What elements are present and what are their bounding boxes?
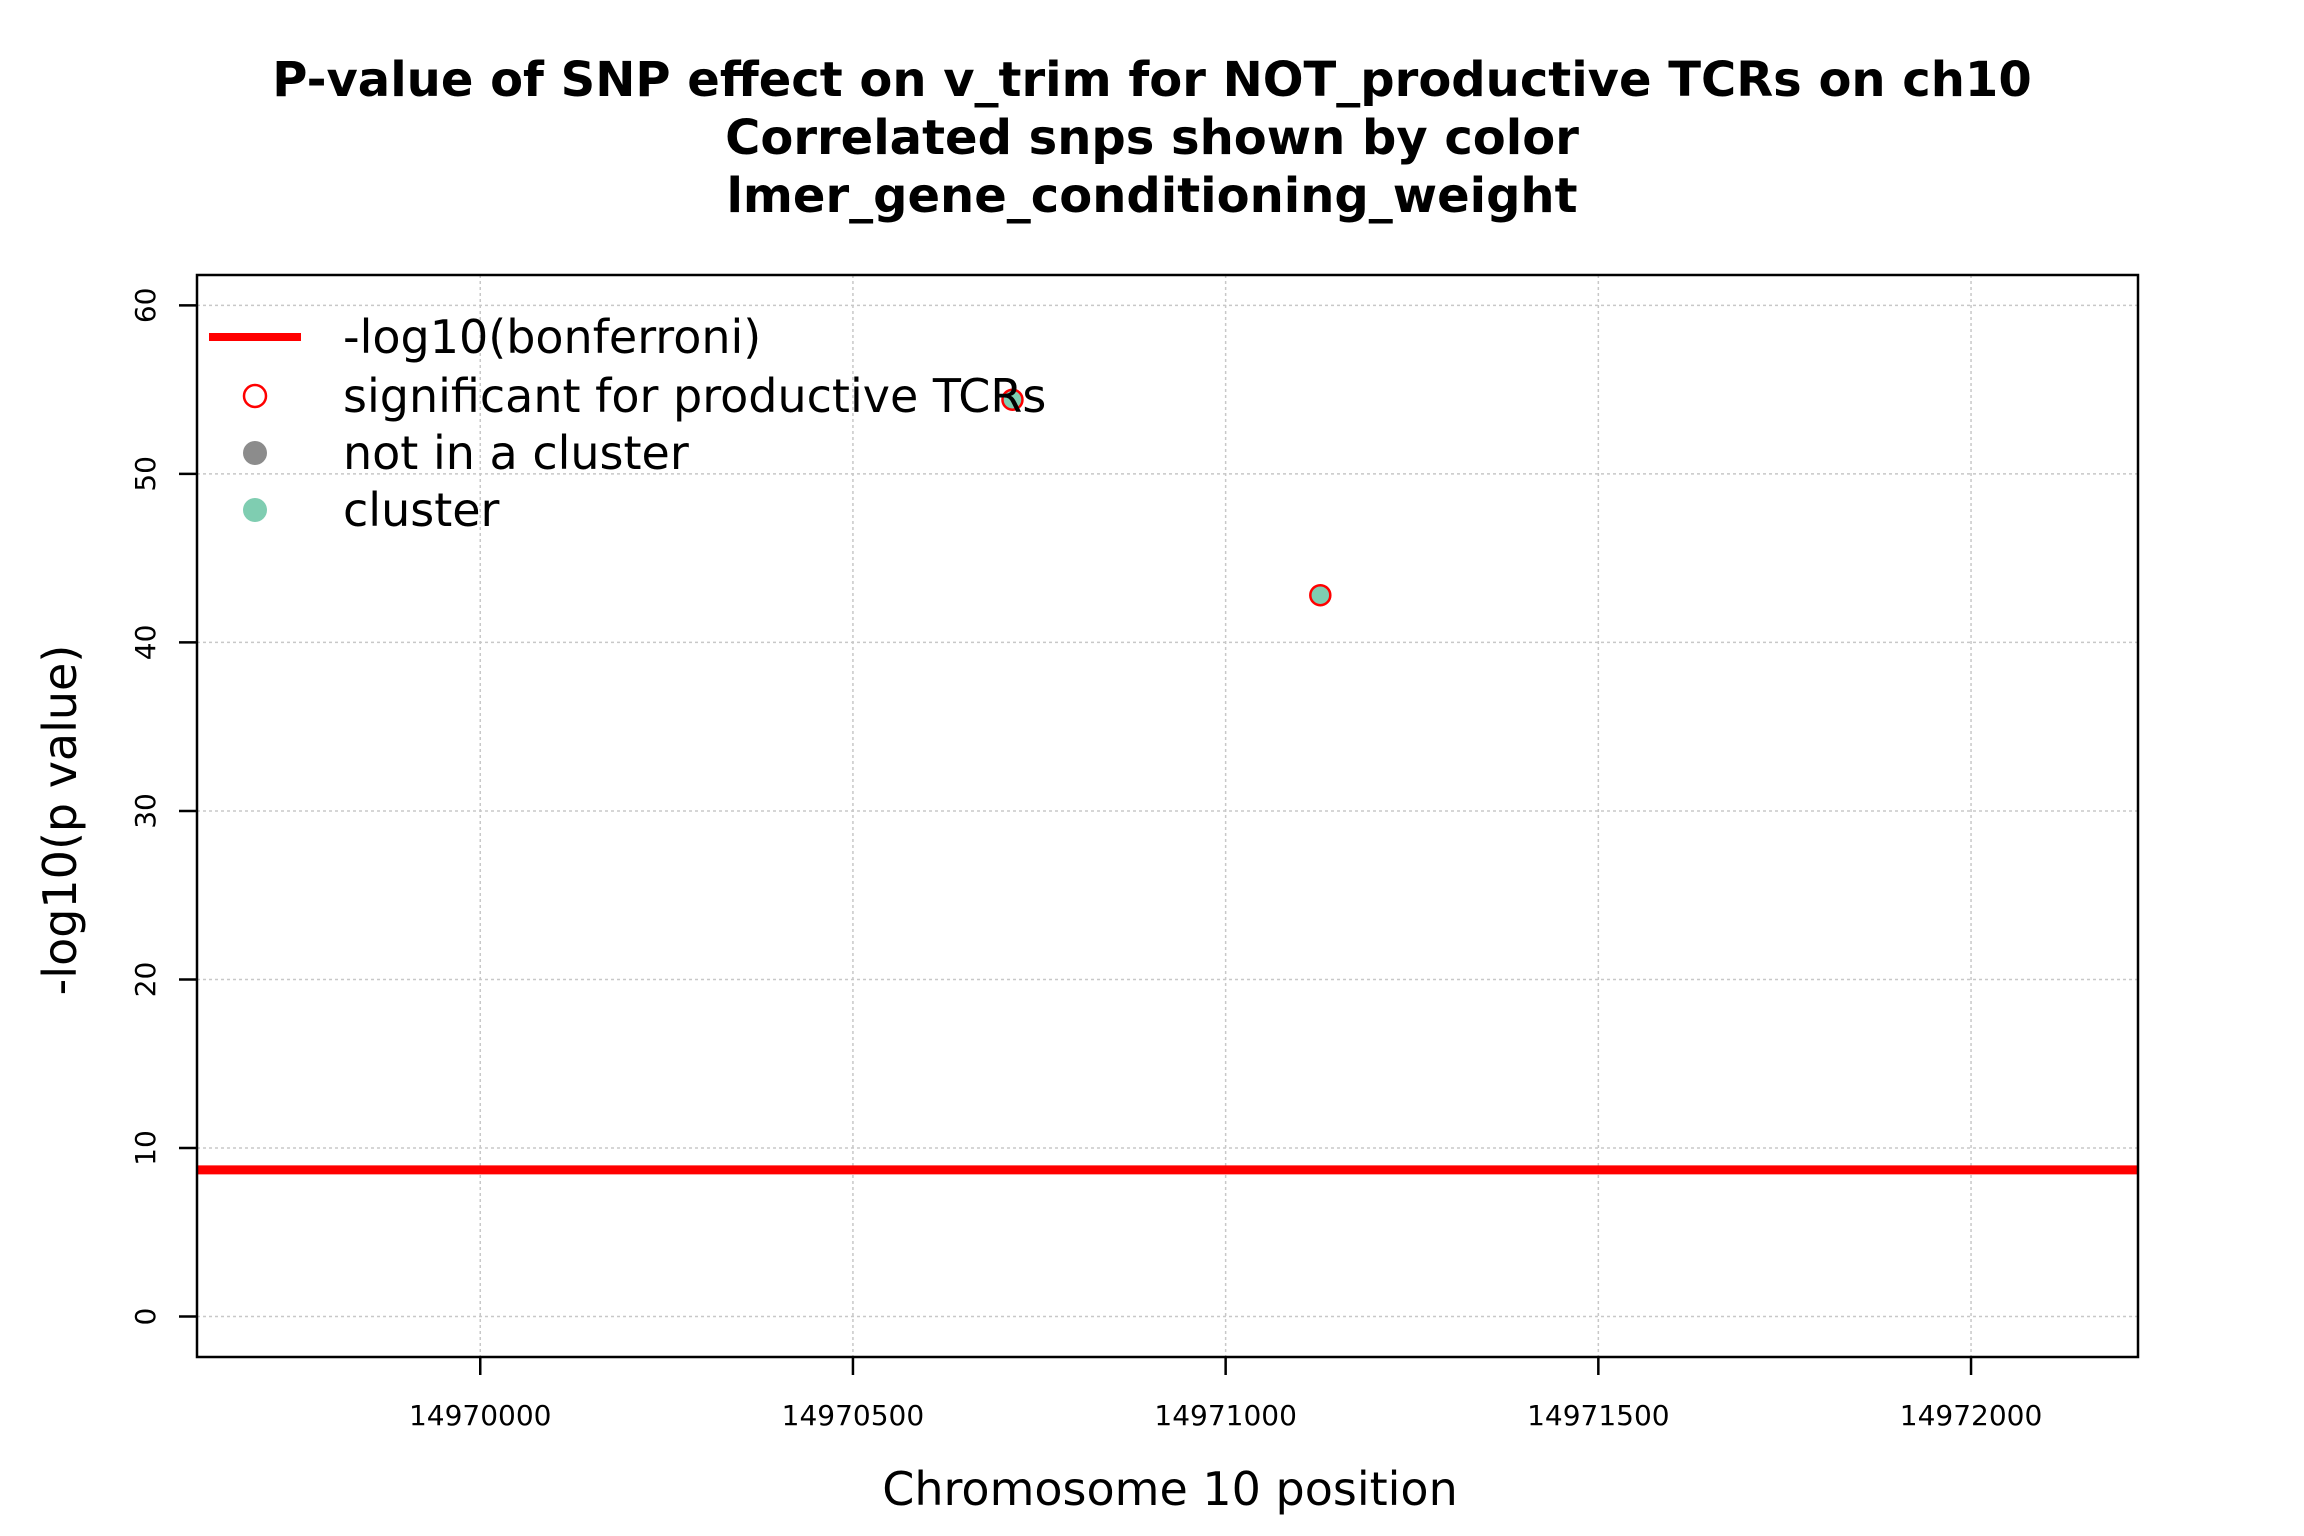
plot-frame xyxy=(195,273,2140,1359)
y-tick-label: 50 xyxy=(129,456,162,492)
axes: 14970000 14970500 14971000 14971500 14972000… xyxy=(129,273,2140,1432)
x-tick-label: 14971500 xyxy=(1527,1399,1670,1432)
legend-label: not in a cluster xyxy=(343,426,689,480)
grid xyxy=(197,275,2138,1357)
legend-label: significant for productive TCRs xyxy=(343,369,1046,423)
y-axis-label: -log10(p value) xyxy=(33,645,87,996)
chart-title-line-2: Correlated snps shown by color xyxy=(725,110,1579,166)
data-point xyxy=(1001,388,1024,411)
data-points xyxy=(1001,388,1332,607)
x-axis-label: Chromosome 10 position xyxy=(882,1462,1457,1516)
x-tick-label: 14972000 xyxy=(1900,1399,2043,1432)
y-tick-label: 40 xyxy=(129,625,162,661)
x-tick-label: 14970500 xyxy=(782,1399,925,1432)
data-point xyxy=(1309,583,1332,607)
legend-filled-circle-swatch xyxy=(243,441,267,465)
legend-filled-circle-swatch xyxy=(243,498,267,522)
chart-title-line-3: lmer_gene_conditioning_weight xyxy=(726,168,1577,224)
chart-title-line-1: P-value of SNP effect on v_trim for NOT_… xyxy=(272,52,2031,108)
x-tick-label: 14970000 xyxy=(409,1399,552,1432)
x-tick-label: 14971000 xyxy=(1154,1399,1297,1432)
legend-open-circle-swatch xyxy=(242,383,268,409)
legend: -log10(bonferroni)significant for produc… xyxy=(209,310,1046,537)
y-tick-label: 10 xyxy=(129,1130,162,1166)
y-tick-label: 30 xyxy=(129,793,162,829)
legend-label: cluster xyxy=(343,483,500,537)
y-tick-label: 0 xyxy=(129,1308,162,1326)
y-tick-label: 60 xyxy=(129,288,162,324)
y-tick-label: 20 xyxy=(129,962,162,998)
legend-label: -log10(bonferroni) xyxy=(343,310,761,364)
